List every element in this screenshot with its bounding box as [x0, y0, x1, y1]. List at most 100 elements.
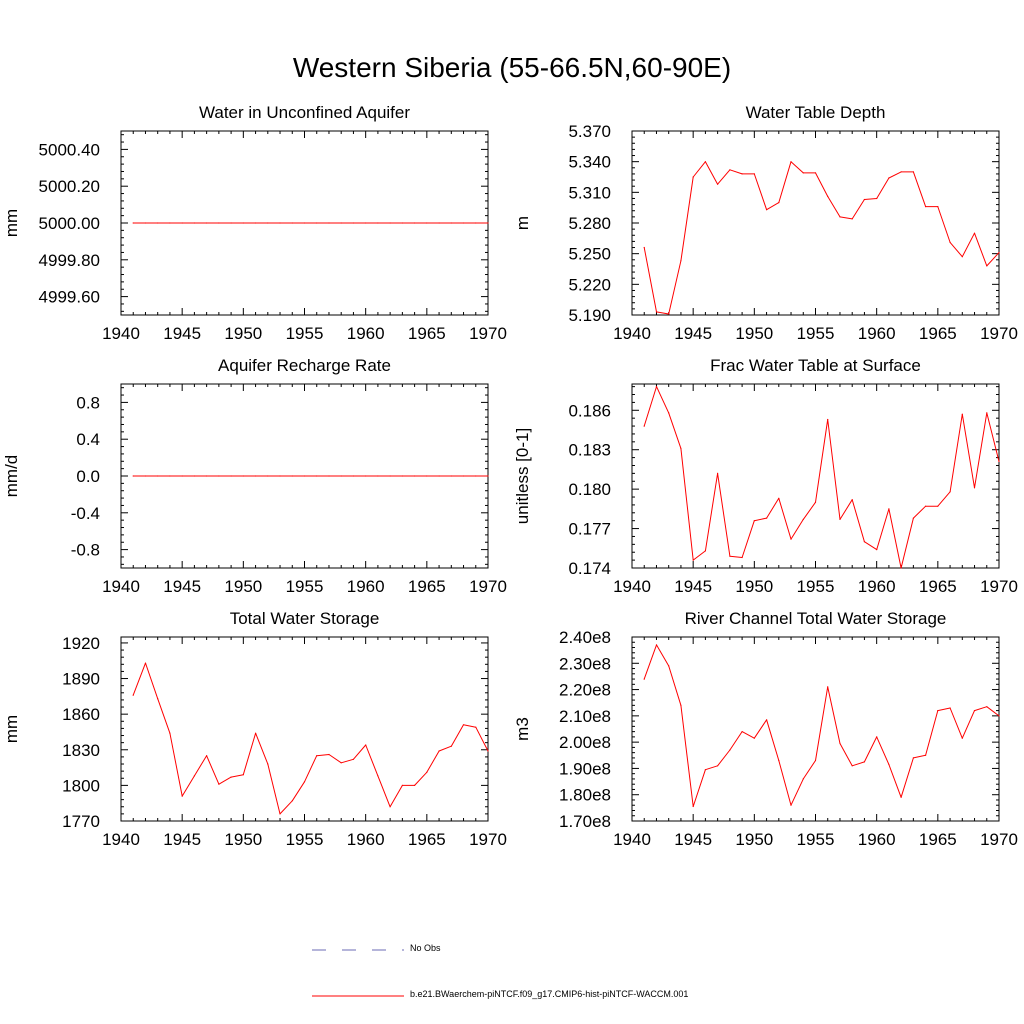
chart-panel-5: Total Water Storage mm 1940 1945 1950 1955 196…: [2, 609, 507, 849]
x-tick-label: 1970: [469, 830, 507, 849]
y-tick-label: 0.177: [568, 520, 611, 539]
data-point: [949, 707, 951, 709]
data-point: [303, 781, 306, 783]
data-point: [401, 784, 403, 787]
data-point: [255, 475, 257, 477]
data-point: [328, 753, 330, 756]
x-tick-label: 1955: [286, 577, 324, 596]
y-tick-label: 1860: [62, 705, 100, 724]
data-point: [802, 778, 804, 780]
data-point: [741, 731, 743, 733]
x-tick-label: 1950: [735, 324, 773, 343]
x-tick-label: 1960: [347, 577, 385, 596]
data-point: [937, 505, 939, 507]
data-point: [668, 412, 670, 414]
data-point: [218, 475, 220, 477]
y-tick-label: 0.0: [76, 467, 100, 486]
plot-frame: [631, 383, 1000, 569]
data-point: [961, 256, 963, 258]
x-tick-label: 1970: [469, 324, 507, 343]
legend-obs-swatch: [312, 949, 404, 951]
data-point: [132, 694, 134, 696]
legend-obs: No Obs: [310, 943, 510, 957]
data-point: [778, 759, 780, 762]
y-tick-label: 5000.00: [39, 214, 100, 233]
y-tick-label: 4999.80: [39, 251, 100, 270]
y-tick-label: 1920: [62, 634, 100, 653]
data-point: [863, 761, 866, 763]
data-point: [401, 222, 403, 224]
data-point: [450, 475, 452, 477]
data-point: [998, 460, 1000, 463]
data-point: [206, 222, 208, 224]
y-tick-label: 5000.20: [39, 177, 100, 196]
y-tick-label: 2.30e8: [559, 654, 611, 673]
data-point: [352, 758, 354, 760]
y-tick-label: 1.80e8: [559, 786, 611, 805]
x-tick-label: 1950: [735, 830, 773, 849]
data-point: [181, 222, 183, 224]
data-point: [717, 765, 719, 767]
data-point: [961, 737, 963, 739]
legend-obs-label: No Obs: [410, 943, 441, 953]
series-line: [132, 662, 489, 815]
data-point: [949, 241, 951, 243]
x-tick-label: 1940: [613, 577, 651, 596]
x-tick-label: 1950: [735, 577, 773, 596]
data-point: [680, 704, 682, 706]
x-tick-label: 1960: [858, 830, 896, 849]
data-point: [230, 222, 232, 224]
data-point: [680, 447, 682, 449]
y-tick-label: -0.4: [71, 504, 100, 523]
y-tick-label: 0.186: [568, 401, 611, 420]
data-point: [827, 418, 829, 421]
data-point: [998, 252, 1000, 254]
plot-frame: [631, 636, 1000, 822]
data-point: [986, 265, 988, 267]
data-point: [790, 804, 792, 806]
data-point: [937, 710, 939, 712]
data-point: [426, 475, 428, 477]
data-point: [986, 412, 988, 414]
data-point: [839, 742, 841, 745]
data-point: [717, 472, 719, 474]
data-point: [132, 222, 134, 224]
data-point: [487, 222, 489, 224]
x-tick-label: 1965: [408, 324, 446, 343]
data-point: [814, 501, 817, 503]
data-point: [230, 776, 232, 778]
data-point: [900, 171, 902, 173]
data-point: [912, 517, 915, 519]
y-tick-label: 4999.60: [39, 288, 100, 307]
data-point: [206, 475, 208, 477]
data-point: [303, 475, 306, 477]
data-point: [475, 222, 477, 224]
data-point: [888, 763, 890, 766]
data-point: [462, 475, 465, 477]
y-tick-label: 2.00e8: [559, 733, 611, 752]
data-point: [912, 171, 915, 173]
y-axis-label: unitless [0-1]: [513, 428, 532, 524]
y-axis-label: m3: [513, 717, 532, 741]
data-point: [790, 161, 792, 163]
data-point: [316, 755, 318, 757]
data-point: [925, 206, 927, 208]
y-tick-label: 0.183: [568, 441, 611, 460]
y-tick-label: 5.310: [568, 183, 611, 202]
data-point: [717, 183, 719, 185]
data-point: [668, 665, 670, 667]
y-tick-label: 5000.40: [39, 140, 100, 159]
data-point: [802, 172, 804, 174]
x-tick-label: 1970: [980, 830, 1018, 849]
data-point: [814, 172, 817, 174]
data-point: [267, 222, 269, 224]
data-point: [181, 475, 183, 477]
data-point: [377, 222, 379, 224]
data-point: [668, 313, 670, 315]
y-axis-label: mm: [2, 715, 21, 743]
data-point: [876, 197, 878, 200]
data-point: [851, 218, 853, 220]
y-tick-label: 2.10e8: [559, 707, 611, 726]
x-tick-label: 1965: [408, 830, 446, 849]
